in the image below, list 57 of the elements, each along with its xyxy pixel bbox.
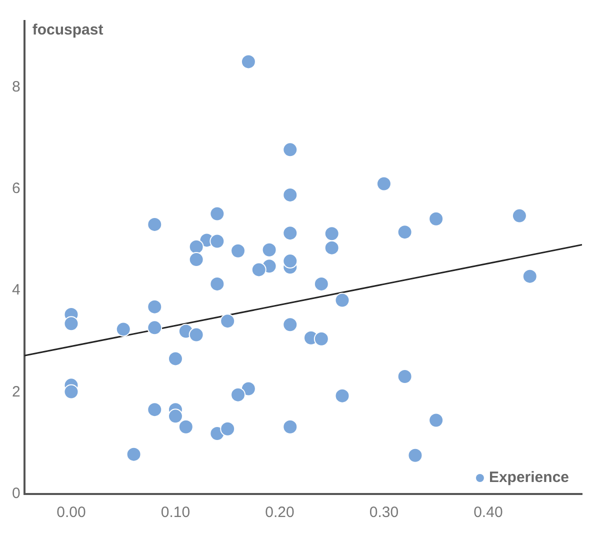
y-tick-label: 6 <box>12 180 20 197</box>
point <box>168 351 183 366</box>
point <box>147 320 162 336</box>
point <box>282 142 298 158</box>
point <box>397 224 412 240</box>
y-tick-label: 4 <box>12 282 20 299</box>
x-tick-label: 0.20 <box>265 504 294 522</box>
point <box>376 176 392 192</box>
point <box>64 316 79 332</box>
point <box>262 242 277 258</box>
point <box>188 252 204 268</box>
point <box>126 446 142 462</box>
point <box>147 299 162 314</box>
y-tick-label: 2 <box>12 383 20 400</box>
point <box>428 412 444 428</box>
point <box>147 402 162 418</box>
point <box>230 243 246 258</box>
point <box>397 369 412 384</box>
point <box>324 226 340 242</box>
point <box>188 239 204 254</box>
point <box>210 234 225 249</box>
point <box>116 322 131 337</box>
point <box>240 381 256 396</box>
point <box>188 327 204 342</box>
point <box>282 187 298 202</box>
y-tick-label: 0 <box>12 485 20 502</box>
x-tick-label: 0.40 <box>474 504 503 522</box>
y-axis-title: focuspast <box>32 22 104 39</box>
point <box>210 276 225 292</box>
point <box>334 292 350 308</box>
point <box>178 419 194 434</box>
point <box>210 206 225 222</box>
y-tick-label: 8 <box>12 78 20 96</box>
x-tick-label: 0.00 <box>56 504 86 522</box>
point <box>408 448 423 463</box>
point <box>251 262 266 278</box>
point <box>220 314 236 329</box>
point <box>168 408 183 424</box>
point <box>324 240 340 256</box>
point <box>522 268 538 284</box>
point <box>314 276 329 292</box>
point <box>147 216 162 232</box>
legend-label: Experience <box>488 469 569 486</box>
point <box>314 331 329 346</box>
point <box>428 211 444 226</box>
point <box>334 388 350 404</box>
point <box>282 226 298 241</box>
point <box>282 317 298 332</box>
point <box>230 387 246 402</box>
point <box>512 208 527 224</box>
x-tick-label: 0.30 <box>369 504 399 522</box>
point <box>64 384 79 400</box>
point <box>282 419 298 434</box>
point <box>282 254 298 269</box>
x-tick-label: 0.10 <box>160 504 190 522</box>
point <box>240 54 256 70</box>
point <box>220 421 236 436</box>
